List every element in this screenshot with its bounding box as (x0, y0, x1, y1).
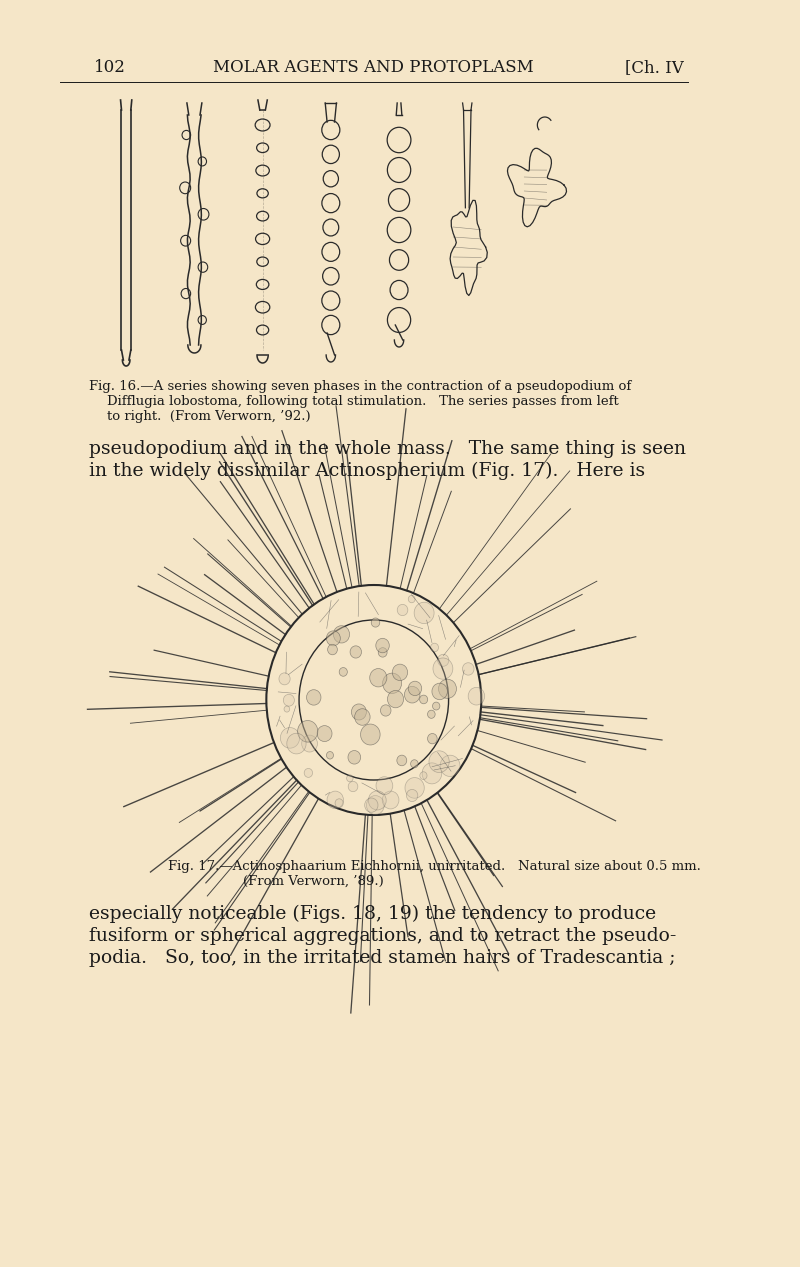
Circle shape (408, 682, 422, 696)
Circle shape (392, 664, 408, 680)
Text: Fig. 17.—Actinosphaarium Eichhornii, unirritated.   Natural size about 0.5 mm.: Fig. 17.—Actinosphaarium Eichhornii, uni… (168, 860, 701, 873)
Circle shape (462, 663, 474, 675)
Circle shape (279, 673, 290, 685)
Circle shape (397, 755, 406, 765)
Circle shape (419, 696, 428, 703)
Circle shape (408, 595, 415, 603)
Circle shape (283, 694, 294, 706)
Circle shape (414, 602, 434, 623)
Text: Fig. 16.—A series showing seven phases in the contraction of a pseudopodium of: Fig. 16.—A series showing seven phases i… (89, 380, 631, 393)
Circle shape (280, 727, 300, 749)
Circle shape (365, 798, 378, 812)
Circle shape (284, 706, 290, 712)
Text: 102: 102 (94, 60, 126, 76)
Circle shape (370, 669, 387, 687)
Circle shape (433, 658, 453, 679)
Circle shape (287, 734, 306, 754)
Circle shape (404, 687, 420, 703)
Circle shape (430, 644, 438, 651)
Circle shape (371, 618, 380, 627)
Circle shape (427, 711, 435, 718)
Text: [Ch. IV: [Ch. IV (625, 60, 683, 76)
Circle shape (382, 791, 399, 808)
Text: (From Verworn, ’89.): (From Verworn, ’89.) (243, 875, 384, 888)
Text: in the widely dissimilar Actinospherium (Fig. 17).   Here is: in the widely dissimilar Actinospherium … (89, 462, 645, 480)
Text: fusiform or spherical aggregations, and to retract the pseudo-: fusiform or spherical aggregations, and … (89, 927, 676, 945)
Circle shape (382, 673, 402, 693)
Circle shape (422, 763, 442, 784)
Circle shape (438, 679, 457, 698)
Text: MOLAR AGENTS AND PROTOPLASM: MOLAR AGENTS AND PROTOPLASM (214, 60, 534, 76)
Circle shape (432, 683, 447, 699)
Circle shape (406, 789, 418, 802)
Circle shape (410, 760, 418, 768)
Circle shape (334, 626, 350, 642)
Circle shape (302, 735, 318, 753)
Circle shape (317, 726, 332, 741)
Circle shape (440, 755, 460, 777)
Circle shape (350, 646, 362, 658)
Circle shape (381, 704, 391, 716)
Circle shape (433, 702, 440, 710)
Text: to right.  (From Verworn, ’92.): to right. (From Verworn, ’92.) (107, 411, 311, 423)
Circle shape (405, 778, 424, 798)
Circle shape (429, 751, 450, 773)
Circle shape (361, 723, 380, 745)
Circle shape (427, 734, 437, 744)
Text: pseudopodium and in the whole mass.   The same thing is seen: pseudopodium and in the whole mass. The … (89, 440, 686, 457)
Circle shape (366, 796, 384, 815)
Text: Difflugia lobostoma, following total stimulation.   The series passes from left: Difflugia lobostoma, following total sti… (107, 395, 619, 408)
Circle shape (420, 772, 427, 779)
Circle shape (328, 645, 338, 655)
Circle shape (348, 782, 358, 792)
Circle shape (326, 631, 340, 646)
Circle shape (438, 654, 449, 666)
Circle shape (339, 668, 347, 677)
Circle shape (376, 777, 393, 794)
Circle shape (326, 751, 334, 759)
Circle shape (351, 704, 366, 720)
Circle shape (327, 791, 343, 808)
Circle shape (346, 775, 353, 782)
Circle shape (304, 768, 313, 778)
Circle shape (378, 647, 387, 658)
Circle shape (387, 691, 404, 708)
Circle shape (468, 687, 485, 704)
Circle shape (398, 604, 408, 616)
Circle shape (306, 689, 321, 706)
Text: podia.   So, too, in the irritated stamen hairs of Tradescantia ;: podia. So, too, in the irritated stamen … (89, 949, 675, 967)
Text: especially noticeable (Figs. 18, 19) the tendency to produce: especially noticeable (Figs. 18, 19) the… (89, 905, 656, 924)
Circle shape (298, 721, 318, 742)
Circle shape (376, 639, 390, 653)
Circle shape (335, 798, 343, 807)
Circle shape (348, 750, 361, 764)
Circle shape (354, 708, 370, 725)
Circle shape (368, 791, 386, 810)
